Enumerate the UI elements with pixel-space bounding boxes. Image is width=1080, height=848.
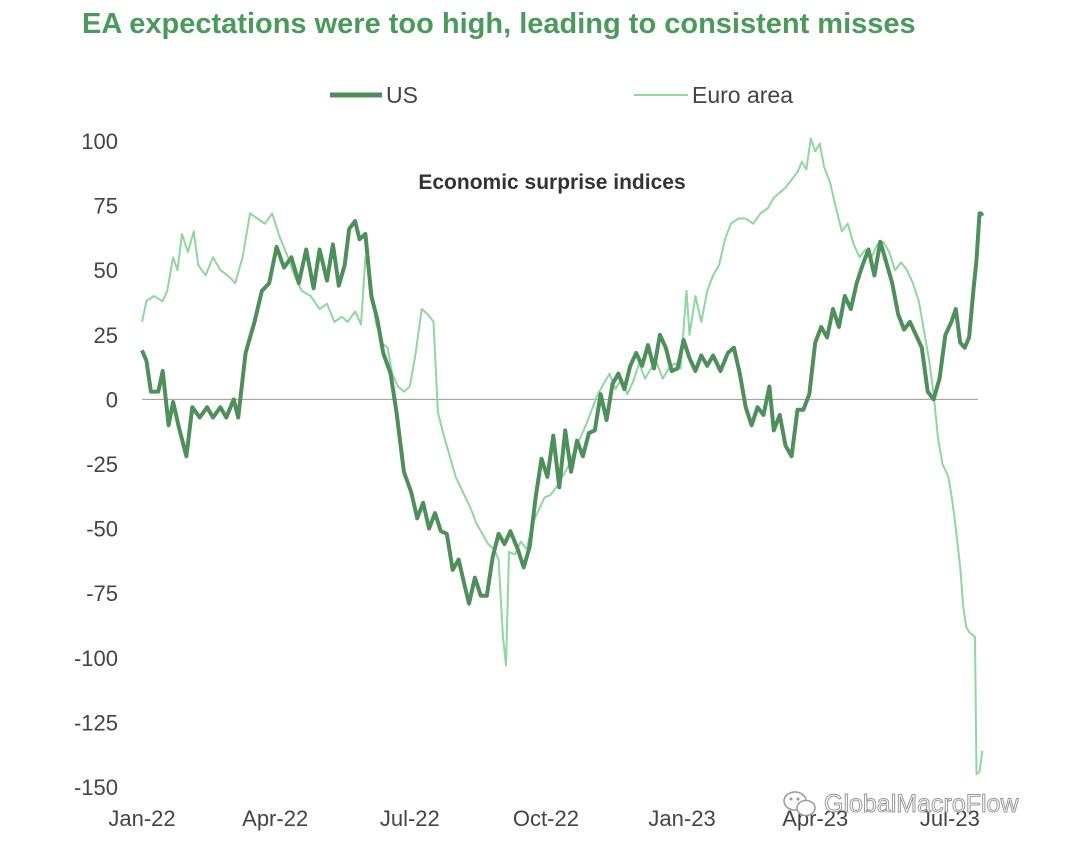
y-tick-label: 75 [94, 194, 118, 219]
series-line-euro-area [141, 137, 984, 776]
chart-title: EA expectations were too high, leading t… [82, 8, 916, 40]
watermark-text: GlobalMacroFlow [824, 790, 1019, 818]
x-tick-label: Jul-22 [380, 806, 440, 831]
y-tick-label: 25 [94, 323, 118, 348]
y-tick-label: 100 [81, 129, 118, 154]
y-tick-label: -150 [74, 775, 118, 800]
y-tick-label: 0 [106, 387, 118, 412]
series-line-us [140, 211, 985, 606]
x-tick-label: Jul-23 [920, 806, 980, 831]
wechat-icon [783, 791, 816, 817]
x-axis: Jan-22 Apr-22 Jul-22 Oct-22 Jan-23 Apr-23 Jul-… [108, 806, 979, 831]
y-tick-label: -75 [86, 581, 118, 606]
watermark: GlobalMacroFlow [783, 790, 1020, 819]
x-tick-label: Jan-23 [648, 806, 715, 831]
y-tick-label: 50 [94, 258, 118, 283]
legend: US Euro area [330, 82, 793, 108]
y-tick-label: -125 [74, 710, 118, 735]
y-tick-label: -25 [86, 452, 118, 477]
chart-subtitle: Economic surprise indices [418, 171, 685, 194]
legend-us-label: US [386, 82, 418, 108]
y-axis: 100 75 50 25 0 -25 -50 -75 -100 -125 -150 [74, 129, 118, 800]
y-tick-label: -100 [74, 646, 118, 671]
legend-euro-area-label: Euro area [692, 82, 793, 108]
x-tick-label: Apr-22 [242, 806, 308, 831]
y-tick-label: -50 [86, 517, 118, 542]
x-tick-label: Oct-22 [513, 806, 579, 831]
x-tick-label: Jan-22 [108, 806, 175, 831]
